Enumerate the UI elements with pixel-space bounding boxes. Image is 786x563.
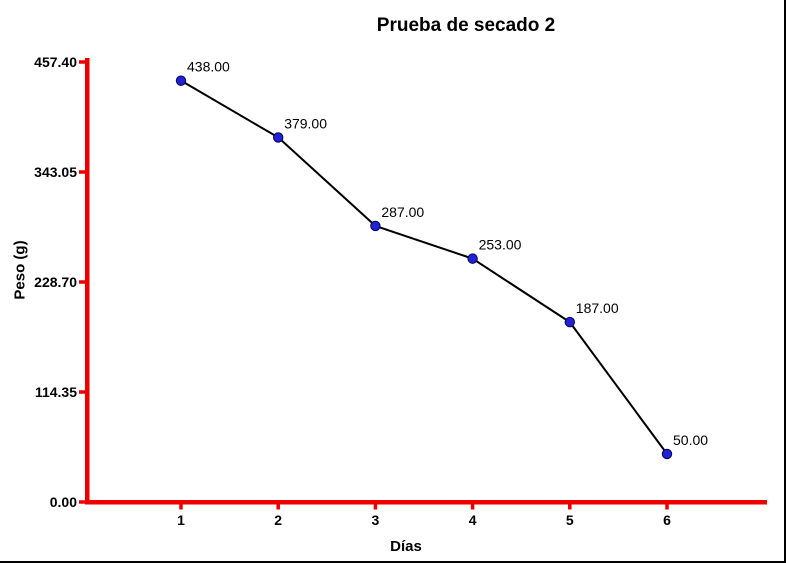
x-axis-title: Días — [390, 538, 422, 555]
data-point — [467, 253, 478, 264]
y-tick — [79, 60, 85, 64]
x-tick — [179, 504, 183, 510]
y-tick-label: 343.05 — [34, 164, 77, 180]
data-point-label: 438.00 — [187, 59, 230, 75]
x-tick-label: 1 — [177, 512, 185, 528]
x-tick — [276, 504, 280, 510]
y-tick-label: 114.35 — [35, 384, 77, 400]
y-tick — [79, 280, 85, 284]
y-tick — [79, 500, 85, 504]
x-tick-label: 6 — [663, 512, 671, 528]
x-tick-label: 4 — [469, 512, 477, 528]
data-point — [370, 220, 381, 232]
data-point-label: 379.00 — [284, 115, 327, 131]
data-point-label: 253.00 — [479, 237, 522, 253]
data-point-label: 187.00 — [576, 300, 619, 316]
data-point — [661, 448, 673, 460]
data-point-label: 50.00 — [673, 432, 708, 448]
y-tick-label: 457.40 — [34, 54, 77, 70]
x-tick-label: 5 — [566, 512, 574, 528]
data-point — [273, 132, 284, 143]
data-point — [564, 316, 575, 328]
x-tick — [568, 504, 572, 510]
y-tick-label: 228.70 — [34, 274, 77, 290]
y-tick — [79, 390, 85, 394]
y-axis-line — [85, 58, 90, 505]
x-tick-label: 2 — [274, 512, 282, 528]
x-tick — [373, 504, 378, 510]
chart-title: Prueba de secado 2 — [376, 15, 556, 36]
data-point — [175, 75, 187, 86]
data-point-label: 287.00 — [381, 204, 424, 220]
x-tick — [470, 504, 475, 510]
x-tick — [665, 504, 669, 510]
series-line — [180, 79, 668, 455]
x-axis-line — [85, 500, 767, 505]
x-tick-label: 3 — [372, 512, 380, 528]
y-tick — [79, 170, 85, 174]
y-tick-label: 0.00 — [50, 494, 77, 510]
